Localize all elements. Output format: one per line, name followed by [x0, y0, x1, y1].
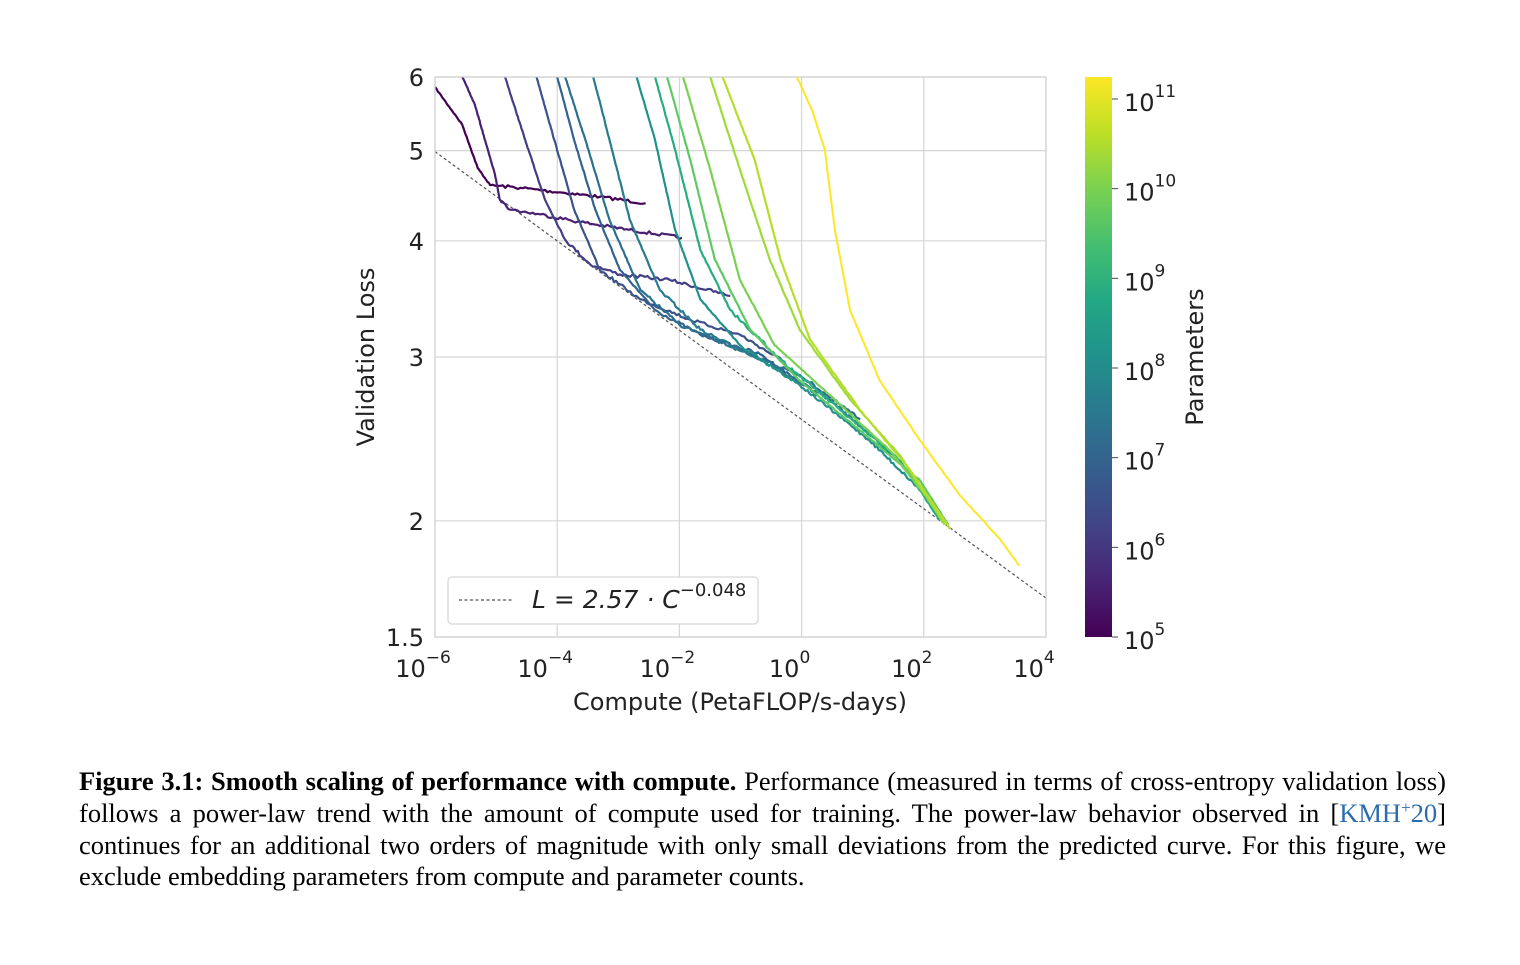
x-tick-base: 10 [1013, 655, 1044, 683]
loss-curve [721, 76, 952, 530]
legend-box [447, 576, 759, 625]
x-tick-exponent: 2 [922, 648, 933, 668]
plot-frame [434, 76, 1047, 638]
loss-curve [556, 76, 818, 397]
legend-label: L = 2.57 · C−0.048 [532, 580, 746, 614]
citation-link[interactable]: KMH+20 [1339, 798, 1437, 828]
x-tick-exponent: −2 [670, 648, 695, 668]
y-tick-label: 4 [409, 228, 424, 256]
y-tick-label: 5 [409, 138, 424, 166]
caption-title: Figure 3.1: Smooth scaling of performanc… [79, 766, 737, 796]
loss-curve [666, 76, 950, 526]
colorbar-tick-exponent: 11 [1155, 82, 1177, 102]
colorbar-tick-exponent: 9 [1155, 261, 1166, 281]
legend-formula: L = 2.57 · C [532, 585, 680, 614]
loss-curve [709, 76, 946, 526]
colorbar-tick-exponent: 8 [1155, 351, 1166, 371]
y-tick-label: 3 [409, 344, 424, 372]
x-tick-exponent: −4 [548, 648, 573, 668]
power-law-fit-line [434, 151, 1047, 599]
colorbar-tick-exponent: 5 [1155, 620, 1166, 640]
caption-text-2: ] continues for an additional two orders… [79, 797, 1446, 892]
colorbar-tick-label: 108 [1124, 351, 1165, 386]
colorbar-label: Parameters [1181, 288, 1209, 425]
x-tick-base: 10 [517, 655, 548, 683]
x-tick-labels: 10−6 10−4 10−2 100 102 104 [395, 648, 1054, 683]
figure-caption: Figure 3.1: Smooth scaling of performanc… [79, 766, 1446, 893]
citation-authors: KMH [1339, 797, 1402, 828]
x-tick-label: 102 [891, 648, 932, 683]
x-tick-exponent: 0 [799, 648, 810, 668]
x-axis-label: Compute (PetaFLOP/s-days) [573, 688, 907, 716]
y-axis-label: Validation Loss [352, 268, 380, 447]
x-tick-label: 10−2 [640, 648, 696, 683]
x-tick-base: 10 [395, 655, 426, 683]
x-tick-exponent: −6 [426, 648, 451, 668]
x-tick-base: 10 [769, 655, 800, 683]
loss-curve [461, 76, 683, 240]
legend-exponent: −0.048 [680, 580, 747, 601]
y-tick-label: 1.5 [386, 624, 424, 652]
colorbar-tick-label: 1011 [1124, 82, 1176, 117]
x-tick-label: 10−4 [517, 648, 573, 683]
y-tick-label: 6 [409, 64, 424, 92]
colorbar-tick-base: 10 [1124, 537, 1155, 565]
loss-curve [682, 76, 949, 526]
loss-curve [503, 76, 731, 297]
colorbar [1085, 77, 1112, 637]
loss-curve [434, 86, 646, 205]
fit-line-group [434, 151, 1047, 599]
x-tick-label: 104 [1013, 648, 1054, 683]
loss-curve [796, 76, 1021, 567]
colorbar-tick-base: 10 [1124, 358, 1155, 386]
citation-year: 20 [1410, 797, 1438, 828]
colorbar-tick-label: 1010 [1124, 172, 1176, 207]
legend: L = 2.57 · C−0.048 [447, 576, 759, 625]
loss-curve [635, 76, 921, 491]
loss-curve [535, 76, 786, 364]
y-tick-labels: 1.5 2 3 4 5 6 [386, 64, 424, 652]
colorbar-tick-base: 10 [1124, 268, 1155, 296]
x-tick-exponent: 4 [1044, 648, 1055, 668]
colorbar-tick-exponent: 10 [1155, 172, 1177, 192]
x-tick-label: 10−6 [395, 648, 451, 683]
colorbar-tick-label: 106 [1124, 530, 1165, 565]
x-tick-label: 100 [769, 648, 810, 683]
caption-text-1: Performance (measured in terms of cross-… [79, 766, 1446, 828]
colorbar-tick-label: 105 [1124, 620, 1165, 655]
colorbar-tick-exponent: 6 [1155, 530, 1166, 550]
loss-curves [434, 76, 1021, 567]
grid [434, 76, 1047, 638]
colorbar-tick-label: 107 [1124, 441, 1165, 476]
x-tick-base: 10 [640, 655, 671, 683]
colorbar-tick-base: 10 [1124, 627, 1155, 655]
x-tick-base: 10 [891, 655, 922, 683]
y-tick-label: 2 [409, 508, 424, 536]
colorbar-tick-exponent: 7 [1155, 441, 1166, 461]
citation-plus: + [1401, 797, 1411, 817]
colorbar-tick-label: 109 [1124, 261, 1165, 296]
colorbar-tick-base: 10 [1124, 89, 1155, 117]
colorbar-tick-base: 10 [1124, 448, 1155, 476]
colorbar-tick-base: 10 [1124, 179, 1155, 207]
